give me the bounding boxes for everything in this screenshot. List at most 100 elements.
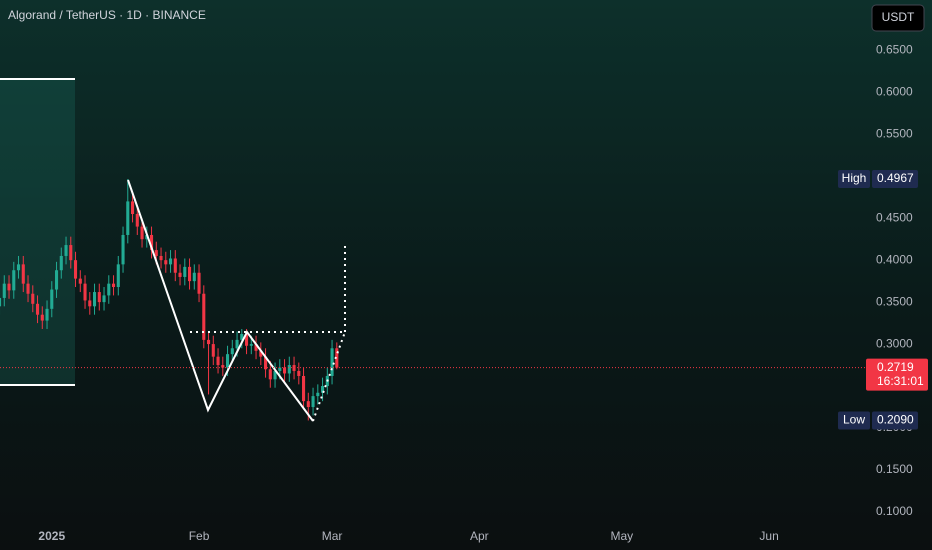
x-tick-label: Feb [189, 529, 210, 543]
candle-body [264, 356, 268, 370]
y-tick-label: 0.1500 [876, 462, 913, 476]
candle-body [26, 283, 30, 294]
marker-value-box [872, 411, 918, 430]
candle-body [159, 255, 163, 261]
candle-body [173, 258, 177, 273]
candle-body [140, 226, 144, 240]
range-box [0, 79, 75, 385]
candle-body [73, 260, 78, 279]
candle-body [168, 258, 173, 265]
candle-body [202, 293, 206, 340]
x-tick-label: 2025 [38, 529, 65, 543]
candle-body [268, 369, 272, 380]
candle-body [235, 339, 239, 349]
candle-body [178, 272, 182, 277]
candle-body [50, 289, 54, 309]
last-price-label: 0.2719 [877, 360, 914, 374]
candle-body [206, 339, 211, 345]
candle-body [7, 283, 11, 291]
candle-body [145, 234, 149, 240]
quote-button-label[interactable]: USDT [882, 10, 915, 24]
candle-body [187, 266, 192, 282]
candle-body [135, 214, 139, 227]
candle-body [83, 283, 87, 301]
candle-body [216, 356, 220, 366]
candle-body [230, 348, 234, 355]
candle-body [126, 201, 130, 235]
candle-body [283, 367, 287, 374]
candle-body [130, 201, 135, 215]
y-tick-label: 0.6000 [876, 84, 913, 98]
y-tick-label: 0.5500 [876, 126, 913, 140]
candle-body [311, 396, 315, 408]
x-tick-label: Jun [759, 529, 778, 543]
y-tick-label: 0.3500 [876, 294, 913, 308]
candle-body [287, 365, 291, 374]
candle-body [69, 245, 73, 261]
drawings [0, 78, 75, 386]
candle-body [321, 386, 325, 393]
candle-body [192, 272, 196, 282]
marker-name: High [842, 171, 867, 185]
marker-name-box [838, 170, 870, 189]
candle-body [316, 392, 320, 397]
x-tick-label: Mar [322, 529, 343, 543]
candle-body [64, 245, 68, 256]
candle-body [0, 297, 2, 307]
candle-body [54, 270, 59, 290]
candle-body [297, 370, 301, 376]
y-tick-label: 0.4500 [876, 210, 913, 224]
candle-body [249, 344, 253, 346]
candle-body [31, 293, 35, 304]
countdown-label: 16:31:01 [877, 374, 924, 388]
candle-body [335, 348, 339, 368]
candle-body [211, 344, 215, 357]
candle-body [221, 365, 225, 368]
candle-body [254, 344, 258, 351]
x-tick-label: Apr [470, 529, 489, 543]
marker-name: Low [843, 413, 865, 427]
marker-name-box [838, 411, 870, 430]
candle-body [16, 264, 21, 271]
candle-body [273, 370, 277, 380]
candle-body [92, 292, 97, 307]
candle-body [278, 367, 282, 371]
candle-body [164, 260, 168, 265]
breakout-path [312, 331, 346, 422]
candle-body [35, 303, 40, 315]
marker-value: 0.2090 [877, 413, 914, 427]
symbol-title: Algorand / TetherUS · 1D · BINANCE [8, 8, 206, 22]
candle-body [226, 354, 230, 368]
candle-body [302, 375, 306, 402]
candle-body [245, 334, 249, 346]
candle-body [121, 234, 125, 265]
y-tick-label: 0.6500 [876, 43, 913, 57]
y-tick-label: 0.1000 [876, 504, 913, 518]
candle-body [183, 266, 187, 277]
candle-body [78, 278, 82, 284]
zigzag [127, 179, 314, 422]
marker-value-box [872, 170, 918, 189]
candle-body [12, 270, 16, 291]
candle-body [116, 264, 120, 288]
candle-body [259, 350, 263, 357]
candle-body [154, 250, 158, 256]
candle-body [97, 292, 101, 303]
pattern [127, 179, 346, 422]
candle-body [2, 283, 6, 298]
candle-body [107, 283, 111, 296]
candle-body [21, 264, 25, 284]
candle-body [240, 334, 244, 340]
candles [0, 179, 339, 421]
candle-body [149, 234, 154, 251]
quote-button[interactable] [871, 4, 925, 32]
y-tick-label: 0.4000 [876, 252, 913, 266]
marker-value: 0.4967 [877, 171, 914, 185]
y-tick-label: 0.3000 [876, 336, 913, 350]
candle-body [102, 295, 106, 303]
candle-body [330, 348, 334, 376]
candle-body [45, 308, 49, 321]
candle-body [111, 283, 116, 288]
